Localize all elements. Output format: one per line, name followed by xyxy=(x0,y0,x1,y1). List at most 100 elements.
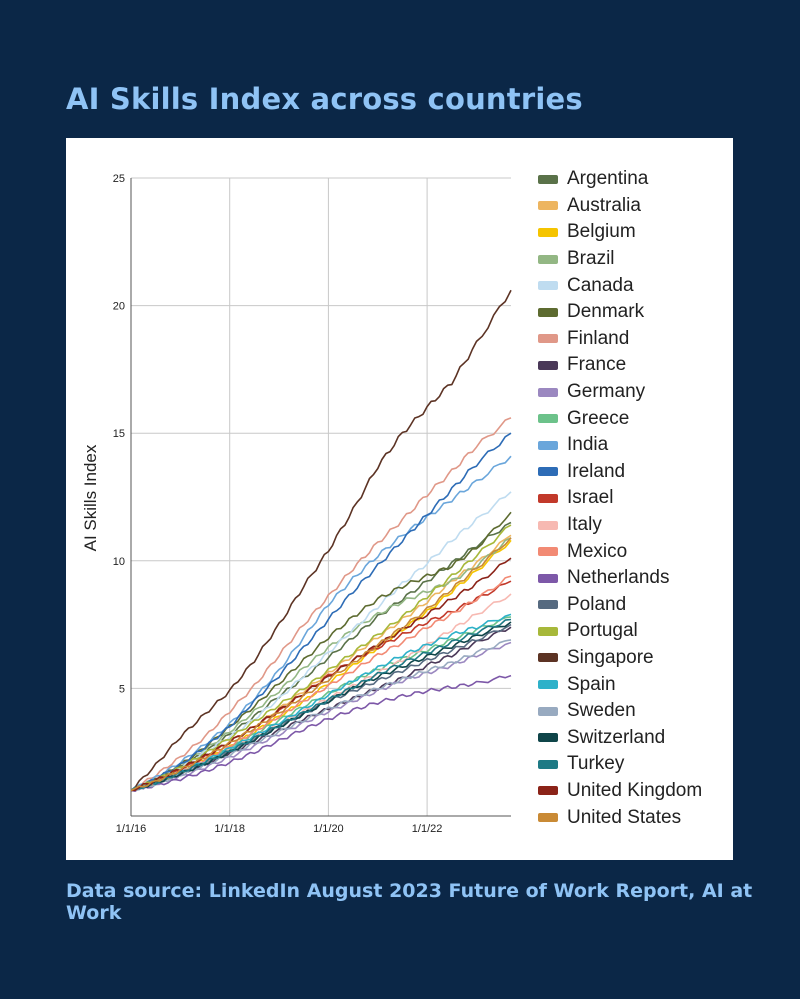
legend-label: Canada xyxy=(567,274,634,296)
chart-panel: 5 10 15 20 25 1/1/16 1/1/18 1/1/20 1/1/22 AI Ski… xyxy=(66,138,733,860)
legend-swatch xyxy=(538,201,558,211)
legend-swatch xyxy=(538,653,558,663)
legend-label: Israel xyxy=(567,487,614,509)
legend-item: Denmark xyxy=(538,299,702,326)
legend-item: Portugal xyxy=(538,618,702,645)
legend-label: France xyxy=(567,354,627,376)
legend-item: Italy xyxy=(538,512,702,539)
legend-swatch xyxy=(538,387,558,397)
grid-lines xyxy=(130,177,511,816)
y-tick-label: 15 xyxy=(113,428,125,440)
series-line-denmark xyxy=(130,511,512,792)
y-tick-label: 5 xyxy=(119,683,125,695)
series-line-united-states xyxy=(130,537,512,792)
legend-label: Switzerland xyxy=(567,726,666,748)
legend-swatch xyxy=(538,281,558,291)
x-tick-label: 1/1/20 xyxy=(313,823,344,835)
legend-swatch xyxy=(538,254,558,264)
series-line-sweden xyxy=(130,639,512,792)
legend-swatch xyxy=(538,520,558,530)
legend-item: Brazil xyxy=(538,246,702,273)
legend-item: France xyxy=(538,352,702,379)
legend-label: Finland xyxy=(567,327,630,349)
legend-label: Greece xyxy=(567,407,630,429)
series-line-ireland xyxy=(130,432,512,792)
legend-swatch xyxy=(538,440,558,450)
legend-label: United Kingdom xyxy=(567,779,703,801)
legend-item: Switzerland xyxy=(538,724,702,751)
series-line-india xyxy=(130,455,512,792)
legend-swatch xyxy=(538,547,558,557)
series-line-singapore xyxy=(130,289,512,792)
legend-label: Turkey xyxy=(567,753,625,775)
legend-label: Italy xyxy=(567,514,602,536)
series-line-portugal xyxy=(130,524,512,792)
series-line-finland xyxy=(130,417,512,792)
legend-swatch xyxy=(538,414,558,424)
legend-swatch xyxy=(538,493,558,503)
legend-item: Australia xyxy=(538,193,702,220)
legend-swatch xyxy=(538,467,558,477)
y-tick-label: 10 xyxy=(113,556,125,568)
legend-item: United States xyxy=(538,804,702,831)
legend-label: Australia xyxy=(567,194,641,216)
legend-item: Singapore xyxy=(538,645,702,672)
legend-item: Sweden xyxy=(538,698,702,725)
legend-item: Spain xyxy=(538,671,702,698)
y-tick-label: 25 xyxy=(113,173,125,185)
legend-item: Mexico xyxy=(538,538,702,565)
legend-label: Singapore xyxy=(567,646,654,668)
legend-label: Portugal xyxy=(567,620,638,642)
legend-label: Germany xyxy=(567,381,646,403)
legend-item: Israel xyxy=(538,485,702,512)
legend-label: Mexico xyxy=(567,540,628,562)
legend-item: Germany xyxy=(538,379,702,406)
legend-swatch xyxy=(538,360,558,370)
series-line-canada xyxy=(130,491,512,792)
legend-label: Denmark xyxy=(567,301,645,323)
legend-label: Ireland xyxy=(567,460,626,482)
legend-label: Poland xyxy=(567,593,627,615)
y-axis-label: AI Skills Index xyxy=(81,444,100,551)
legend-swatch xyxy=(538,626,558,636)
legend-item: Finland xyxy=(538,326,702,353)
legend-item: Poland xyxy=(538,592,702,619)
series-line-united-kingdom xyxy=(130,557,512,792)
legend-label: Brazil xyxy=(567,248,615,270)
page-title: AI Skills Index across countries xyxy=(66,82,583,116)
series-line-switzerland xyxy=(130,621,512,792)
legend-item: Netherlands xyxy=(538,565,702,592)
legend-label: Belgium xyxy=(567,221,636,243)
legend-item: Ireland xyxy=(538,459,702,486)
x-tick-label: 1/1/22 xyxy=(412,823,443,835)
legend-label: United States xyxy=(567,806,682,828)
series-line-turkey xyxy=(130,618,512,792)
legend-item: Turkey xyxy=(538,751,702,778)
legend-label: Netherlands xyxy=(567,567,670,589)
tick-labels: 5 10 15 20 25 1/1/16 1/1/18 1/1/20 1/1/22 xyxy=(113,173,443,835)
legend-swatch xyxy=(538,759,558,769)
legend-swatch xyxy=(538,706,558,716)
legend-swatch xyxy=(538,174,558,184)
legend-swatch xyxy=(538,334,558,344)
legend-item: Argentina xyxy=(538,166,702,193)
legend-swatch xyxy=(538,227,558,237)
legend-item: Belgium xyxy=(538,219,702,246)
x-tick-label: 1/1/16 xyxy=(116,823,147,835)
legend-swatch xyxy=(538,680,558,690)
series-lines xyxy=(130,289,512,793)
series-line-netherlands xyxy=(130,674,512,793)
legend-label: Spain xyxy=(567,673,616,695)
legend-swatch xyxy=(538,786,558,796)
legend-swatch xyxy=(538,733,558,743)
line-chart: 5 10 15 20 25 1/1/16 1/1/18 1/1/20 1/1/22 AI Ski… xyxy=(81,173,512,835)
legend-swatch xyxy=(538,573,558,583)
data-source-note: Data source: LinkedIn August 2023 Future… xyxy=(66,880,753,924)
y-tick-label: 20 xyxy=(113,301,125,313)
legend-label: Sweden xyxy=(567,700,636,722)
legend-label: Argentina xyxy=(567,168,649,190)
x-tick-label: 1/1/18 xyxy=(214,823,245,835)
legend-item: United Kingdom xyxy=(538,778,702,805)
legend-label: India xyxy=(567,434,609,456)
chart-legend: Argentina Australia Belgium Brazil Canada Den… xyxy=(538,166,702,831)
